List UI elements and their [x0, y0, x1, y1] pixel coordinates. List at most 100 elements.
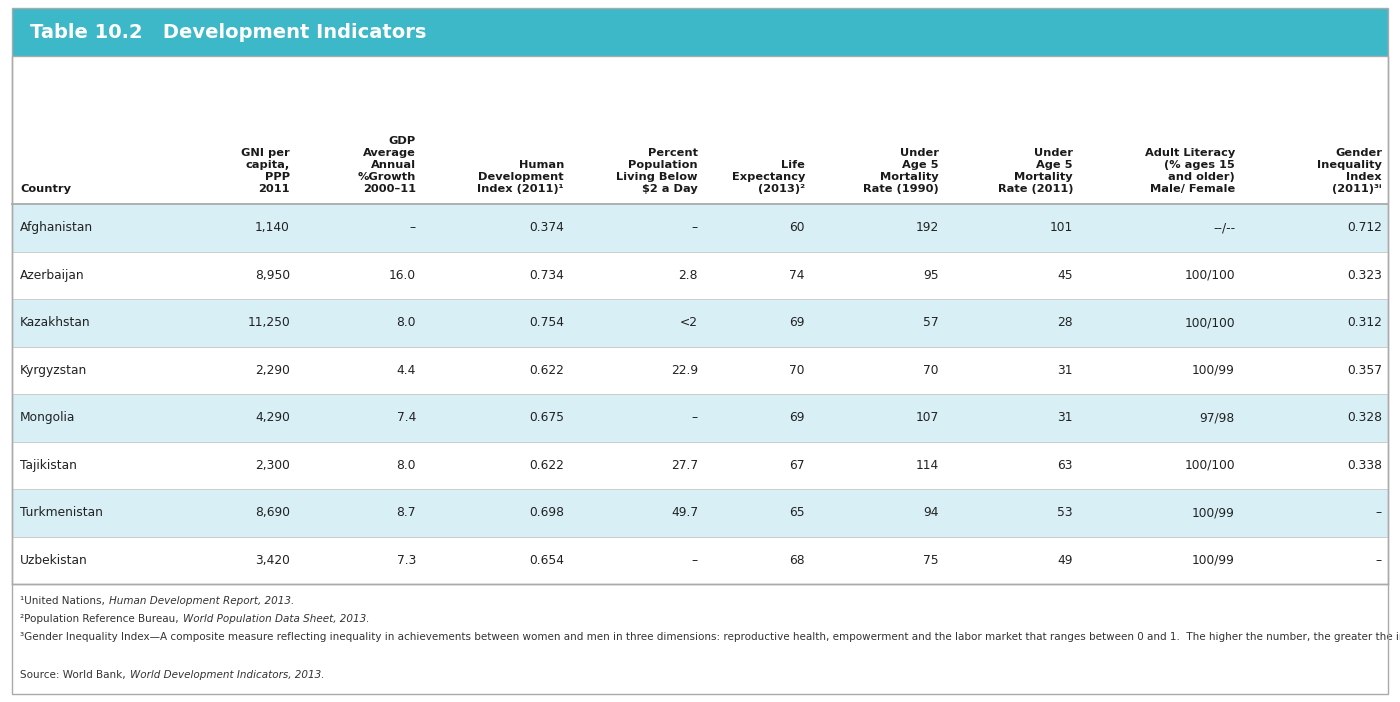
Text: 97/98: 97/98: [1200, 411, 1235, 424]
Text: Gender
Inequality
Index
(2011)³ⁱ: Gender Inequality Index (2011)³ⁱ: [1317, 148, 1382, 194]
Text: 2,300: 2,300: [255, 458, 290, 472]
Text: 2,290: 2,290: [255, 364, 290, 377]
Text: 53: 53: [1057, 506, 1072, 519]
Text: 0.712: 0.712: [1347, 221, 1382, 234]
Text: 100/100: 100/100: [1184, 269, 1235, 282]
Text: 45: 45: [1057, 269, 1072, 282]
Bar: [13, 8, 1387, 56]
Text: 94: 94: [924, 506, 939, 519]
Text: 69: 69: [790, 411, 805, 424]
Text: 8.0: 8.0: [396, 458, 416, 472]
Text: 0.338: 0.338: [1347, 458, 1382, 472]
Bar: [13, 347, 1387, 394]
Text: ¹United Nations,: ¹United Nations,: [20, 596, 108, 606]
Text: 1,140: 1,140: [255, 221, 290, 234]
Text: 28: 28: [1057, 316, 1072, 329]
Text: 4.4: 4.4: [396, 364, 416, 377]
Text: 100/99: 100/99: [1193, 506, 1235, 519]
Text: Mongolia: Mongolia: [20, 411, 76, 424]
Text: Under
Age 5
Mortality
Rate (1990): Under Age 5 Mortality Rate (1990): [864, 148, 939, 194]
Text: Table 10.2   Development Indicators: Table 10.2 Development Indicators: [29, 22, 427, 41]
Bar: [13, 56, 1387, 204]
Bar: [13, 394, 1387, 442]
Text: 0.754: 0.754: [529, 316, 564, 329]
Text: –: –: [410, 221, 416, 234]
Bar: [13, 489, 1387, 536]
Text: 8,950: 8,950: [255, 269, 290, 282]
Text: World Development Indicators, 2013.: World Development Indicators, 2013.: [130, 670, 325, 680]
Text: Adult Literacy
(% ages 15
and older)
Male/ Female: Adult Literacy (% ages 15 and older) Mal…: [1145, 148, 1235, 194]
Text: 31: 31: [1057, 411, 1072, 424]
Text: 0.675: 0.675: [529, 411, 564, 424]
Text: 0.622: 0.622: [529, 458, 564, 472]
Text: 0.698: 0.698: [529, 506, 564, 519]
Text: 31: 31: [1057, 364, 1072, 377]
Text: 100/99: 100/99: [1193, 364, 1235, 377]
Text: 8,690: 8,690: [255, 506, 290, 519]
Text: 95: 95: [924, 269, 939, 282]
Text: 0.374: 0.374: [529, 221, 564, 234]
Text: 2.8: 2.8: [679, 269, 699, 282]
Text: Afghanistan: Afghanistan: [20, 221, 94, 234]
Text: 69: 69: [790, 316, 805, 329]
Text: GDP
Average
Annual
%Growth
2000–11: GDP Average Annual %Growth 2000–11: [357, 136, 416, 194]
Text: 75: 75: [924, 554, 939, 567]
Text: 114: 114: [916, 458, 939, 472]
Text: 27.7: 27.7: [671, 458, 699, 472]
Text: 8.0: 8.0: [396, 316, 416, 329]
Text: 4,290: 4,290: [255, 411, 290, 424]
Text: 57: 57: [924, 316, 939, 329]
Text: 60: 60: [790, 221, 805, 234]
Text: –: –: [692, 221, 699, 234]
Text: Under
Age 5
Mortality
Rate (2011): Under Age 5 Mortality Rate (2011): [997, 148, 1072, 194]
Text: 16.0: 16.0: [389, 269, 416, 282]
Text: Human
Development
Index (2011)¹: Human Development Index (2011)¹: [477, 160, 564, 194]
Text: World Population Data Sheet, 2013.: World Population Data Sheet, 2013.: [183, 614, 370, 624]
Text: Azerbaijan: Azerbaijan: [20, 269, 84, 282]
Text: --/--: --/--: [1212, 221, 1235, 234]
Text: Turkmenistan: Turkmenistan: [20, 506, 102, 519]
Text: Life
Expectancy
(2013)²: Life Expectancy (2013)²: [732, 160, 805, 194]
Text: 0.622: 0.622: [529, 364, 564, 377]
Text: 68: 68: [790, 554, 805, 567]
Text: 0.312: 0.312: [1347, 316, 1382, 329]
Bar: [13, 442, 1387, 489]
Text: 192: 192: [916, 221, 939, 234]
Text: 100/99: 100/99: [1193, 554, 1235, 567]
Text: 0.734: 0.734: [529, 269, 564, 282]
Text: 70: 70: [790, 364, 805, 377]
Text: Uzbekistan: Uzbekistan: [20, 554, 88, 567]
Text: Tajikistan: Tajikistan: [20, 458, 77, 472]
Text: 0.357: 0.357: [1347, 364, 1382, 377]
Text: 8.7: 8.7: [396, 506, 416, 519]
Text: –: –: [692, 411, 699, 424]
Text: Source: World Bank,: Source: World Bank,: [20, 670, 129, 680]
Text: 3,420: 3,420: [255, 554, 290, 567]
Text: 67: 67: [790, 458, 805, 472]
Text: 22.9: 22.9: [671, 364, 699, 377]
Text: 74: 74: [790, 269, 805, 282]
Text: 0.654: 0.654: [529, 554, 564, 567]
Text: Human Development Report, 2013.: Human Development Report, 2013.: [109, 596, 294, 606]
Text: <2: <2: [680, 316, 699, 329]
Text: 11,250: 11,250: [248, 316, 290, 329]
Text: 65: 65: [790, 506, 805, 519]
Text: 70: 70: [924, 364, 939, 377]
Text: GNI per
capita,
PPP
2011: GNI per capita, PPP 2011: [241, 148, 290, 194]
Text: Percent
Population
Living Below
$2 a Day: Percent Population Living Below $2 a Day: [616, 148, 699, 194]
Text: 63: 63: [1057, 458, 1072, 472]
Text: 100/100: 100/100: [1184, 458, 1235, 472]
Text: –: –: [692, 554, 699, 567]
Text: ³Gender Inequality Index—A composite measure reflecting inequality in achievemen: ³Gender Inequality Index—A composite mea…: [20, 632, 1400, 642]
Text: –: –: [1376, 506, 1382, 519]
Text: Kazakhstan: Kazakhstan: [20, 316, 91, 329]
Bar: [13, 536, 1387, 584]
Text: 101: 101: [1050, 221, 1072, 234]
Text: 49.7: 49.7: [671, 506, 699, 519]
Text: 49: 49: [1057, 554, 1072, 567]
Bar: [13, 204, 1387, 251]
Bar: [13, 56, 1387, 584]
Text: Country: Country: [20, 184, 71, 194]
Text: 107: 107: [916, 411, 939, 424]
Text: 0.328: 0.328: [1347, 411, 1382, 424]
